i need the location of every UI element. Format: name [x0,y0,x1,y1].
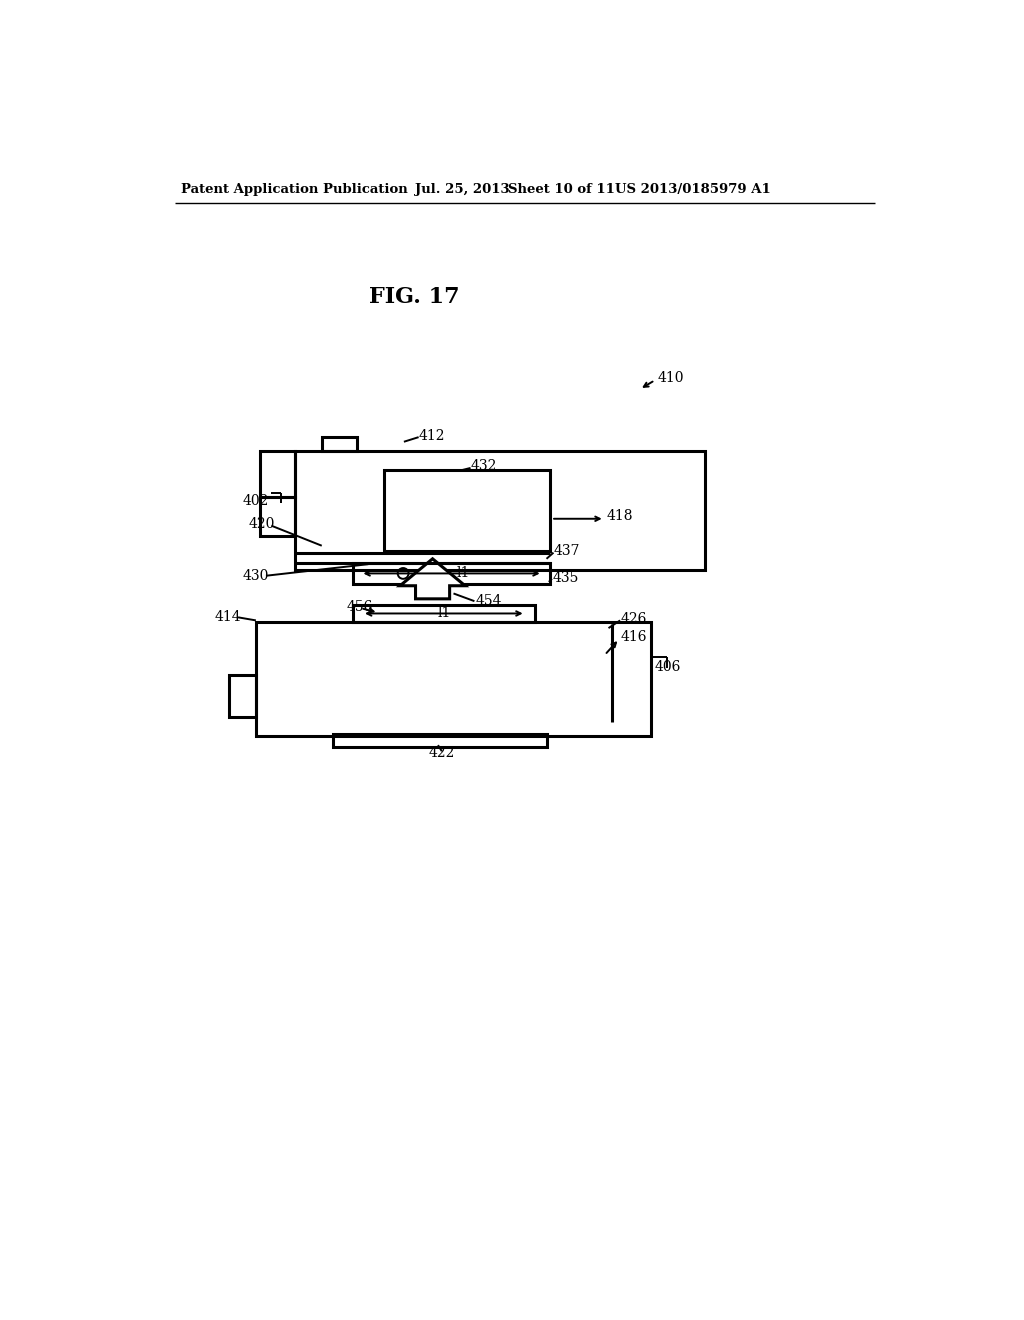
Bar [352,562,550,585]
Text: 414: 414 [215,610,242,624]
Text: 406: 406 [655,660,681,673]
Text: 412: 412 [419,429,445,442]
Text: 422: 422 [429,746,455,760]
Text: 456: 456 [346,599,373,614]
Text: 454: 454 [475,594,502,609]
Text: 418: 418 [607,510,634,524]
Text: Patent Application Publication: Patent Application Publication [180,182,408,195]
Bar [322,437,356,451]
Text: 410: 410 [657,371,684,385]
Bar [260,451,295,498]
Text: 416: 416 [621,631,647,644]
Text: l1: l1 [437,606,451,620]
Text: 435: 435 [553,572,580,585]
Bar [295,451,706,570]
Text: 402: 402 [243,494,269,508]
Text: 430: 430 [243,569,269,582]
Bar [256,622,651,737]
Bar [228,675,256,718]
Bar [260,498,295,536]
Bar [334,734,547,747]
Text: FIG. 17: FIG. 17 [370,286,460,308]
Text: Sheet 10 of 11: Sheet 10 of 11 [508,182,614,195]
Text: 437: 437 [554,544,580,558]
Text: 420: 420 [249,517,275,531]
Bar [352,605,535,622]
Text: US 2013/0185979 A1: US 2013/0185979 A1 [614,182,770,195]
Text: 426: 426 [621,612,647,626]
Text: 432: 432 [471,459,497,474]
Bar [384,470,550,552]
Text: Jul. 25, 2013: Jul. 25, 2013 [415,182,509,195]
Text: l1: l1 [457,566,470,581]
Polygon shape [400,558,465,599]
